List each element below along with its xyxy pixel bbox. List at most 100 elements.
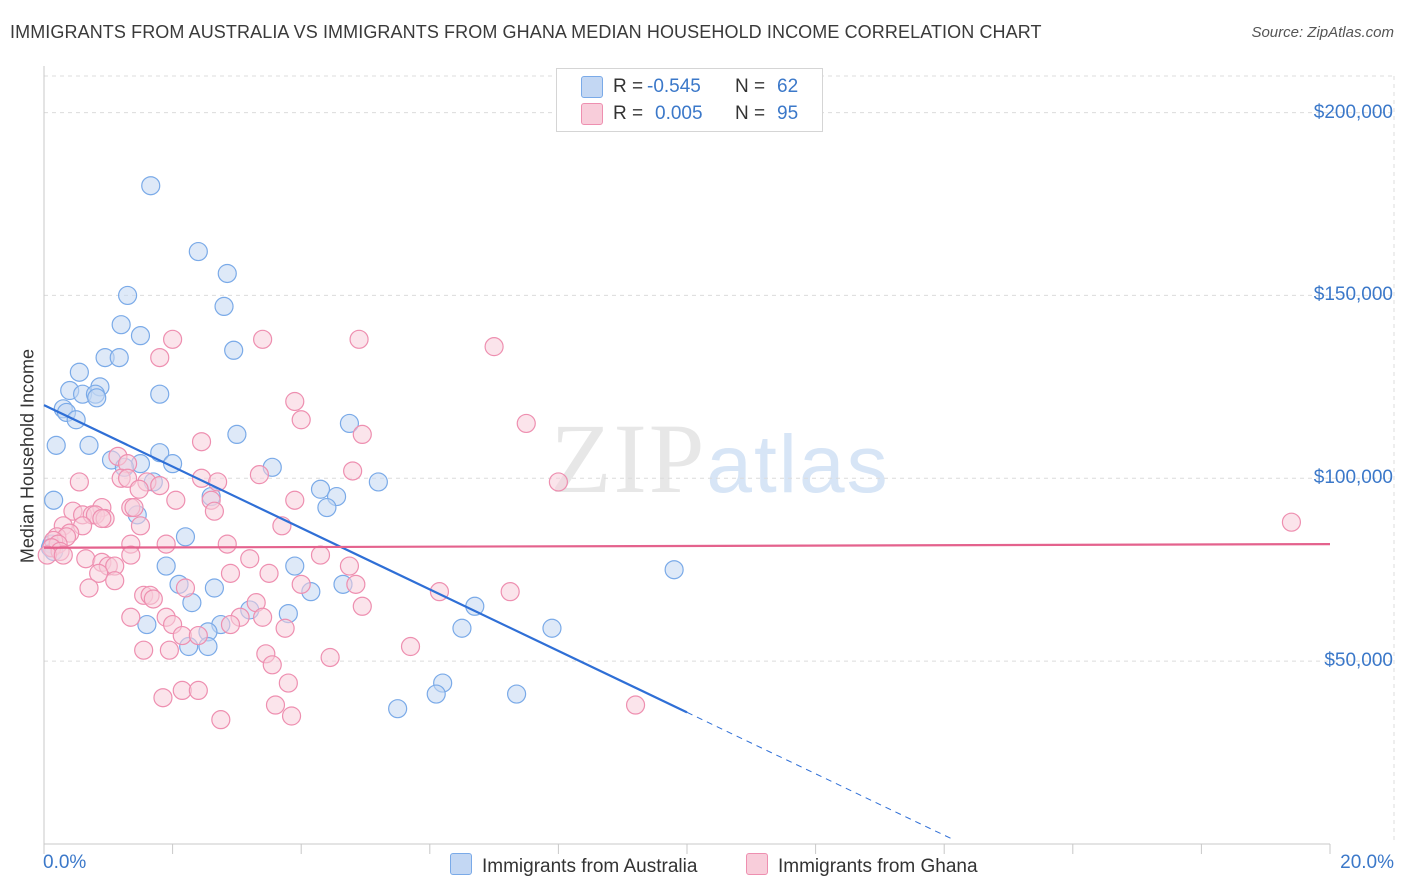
data-point (217, 263, 237, 284)
data-point (339, 556, 360, 576)
series-ghana (37, 329, 1302, 730)
legend-item-australia: Immigrants from Australia (450, 853, 697, 878)
data-point (343, 461, 363, 481)
series-points (37, 176, 1302, 730)
series-legend: Immigrants from Australia Immigrants fro… (0, 853, 1406, 879)
legend-row-ghana: R = 0.005 N = 95 (581, 103, 798, 127)
data-point (188, 680, 208, 701)
data-point (352, 596, 372, 616)
data-point (265, 695, 286, 715)
legend-n-label: N = (735, 103, 766, 124)
data-point (121, 607, 141, 627)
data-point (285, 391, 305, 412)
data-point (217, 534, 237, 554)
data-point (44, 490, 64, 510)
data-point (310, 479, 331, 499)
chart-source: Source: ZipAtlas.com (1251, 24, 1394, 41)
legend-swatch-australia (581, 76, 603, 98)
data-point (109, 348, 129, 368)
data-point (53, 545, 73, 565)
data-point (516, 413, 536, 434)
axes (43, 66, 1331, 854)
data-point (156, 556, 176, 576)
data-point (137, 614, 157, 635)
y-tick-label: $150,000 (1313, 284, 1393, 306)
data-point (69, 472, 89, 492)
data-point (465, 596, 485, 616)
data-point (150, 384, 170, 404)
data-point (275, 618, 295, 638)
data-point (240, 549, 260, 569)
data-point (105, 571, 125, 591)
data-point (484, 337, 504, 357)
data-point (76, 549, 96, 569)
legend-n-label: N = (735, 76, 766, 97)
data-point (368, 472, 388, 492)
trendline-australia (43, 404, 688, 714)
legend-n-value: 95 (777, 103, 799, 124)
data-point (166, 490, 186, 510)
data-point (388, 699, 408, 719)
watermark: ZIPatlas (550, 403, 889, 514)
legend-label-australia: Immigrants from Australia (482, 856, 698, 877)
watermark-zip: ZIP (550, 403, 706, 514)
data-point (227, 424, 247, 444)
trendline-ghana (43, 543, 1331, 549)
data-point (249, 465, 270, 485)
data-point (69, 362, 89, 382)
legend-r-value: -0.545 (647, 76, 701, 97)
data-point (117, 285, 138, 306)
data-point (262, 655, 282, 675)
data-point (79, 435, 99, 455)
data-point (548, 472, 569, 492)
legend-row-australia: R = -0.545 N = 62 (581, 76, 798, 100)
data-point (46, 435, 66, 455)
data-point (259, 563, 279, 583)
data-point (156, 534, 176, 554)
data-point (426, 684, 446, 704)
trendlines (43, 404, 1331, 839)
data-point (124, 497, 144, 518)
data-point (1281, 512, 1302, 532)
data-point (452, 618, 472, 638)
data-point (191, 432, 212, 452)
y-tick-label: $100,000 (1313, 467, 1393, 489)
data-point (204, 501, 224, 521)
data-point (291, 574, 311, 594)
data-point (507, 684, 527, 704)
data-point (159, 640, 179, 660)
data-point (352, 424, 372, 444)
data-point (130, 326, 151, 346)
trendline-extension-australia (686, 711, 951, 839)
legend-swatch-ghana (581, 103, 603, 125)
data-point (278, 673, 298, 693)
data-point (134, 640, 154, 660)
legend-r-label: R = (613, 103, 644, 124)
data-point (317, 497, 337, 518)
data-point (291, 410, 311, 430)
data-point (400, 636, 421, 657)
legend-r-label: R = (613, 76, 644, 97)
legend-r-value: 0.005 (655, 103, 703, 124)
data-point (542, 618, 562, 638)
data-point (175, 578, 196, 598)
data-point (204, 578, 224, 598)
data-point (285, 490, 305, 510)
legend-label-ghana: Immigrants from Ghana (778, 856, 978, 877)
data-point (310, 545, 331, 565)
legend-swatch-ghana (746, 853, 768, 875)
data-point (188, 241, 208, 262)
data-point (339, 413, 360, 434)
legend-swatch-australia (450, 853, 472, 875)
data-point (285, 556, 305, 576)
data-point (150, 348, 170, 368)
data-point (253, 607, 273, 627)
data-point (150, 476, 170, 496)
data-point (664, 560, 684, 580)
data-point (346, 574, 366, 594)
data-point (141, 176, 161, 196)
data-point (153, 688, 173, 708)
data-point (220, 614, 241, 635)
watermark-atlas: atlas (706, 419, 889, 510)
